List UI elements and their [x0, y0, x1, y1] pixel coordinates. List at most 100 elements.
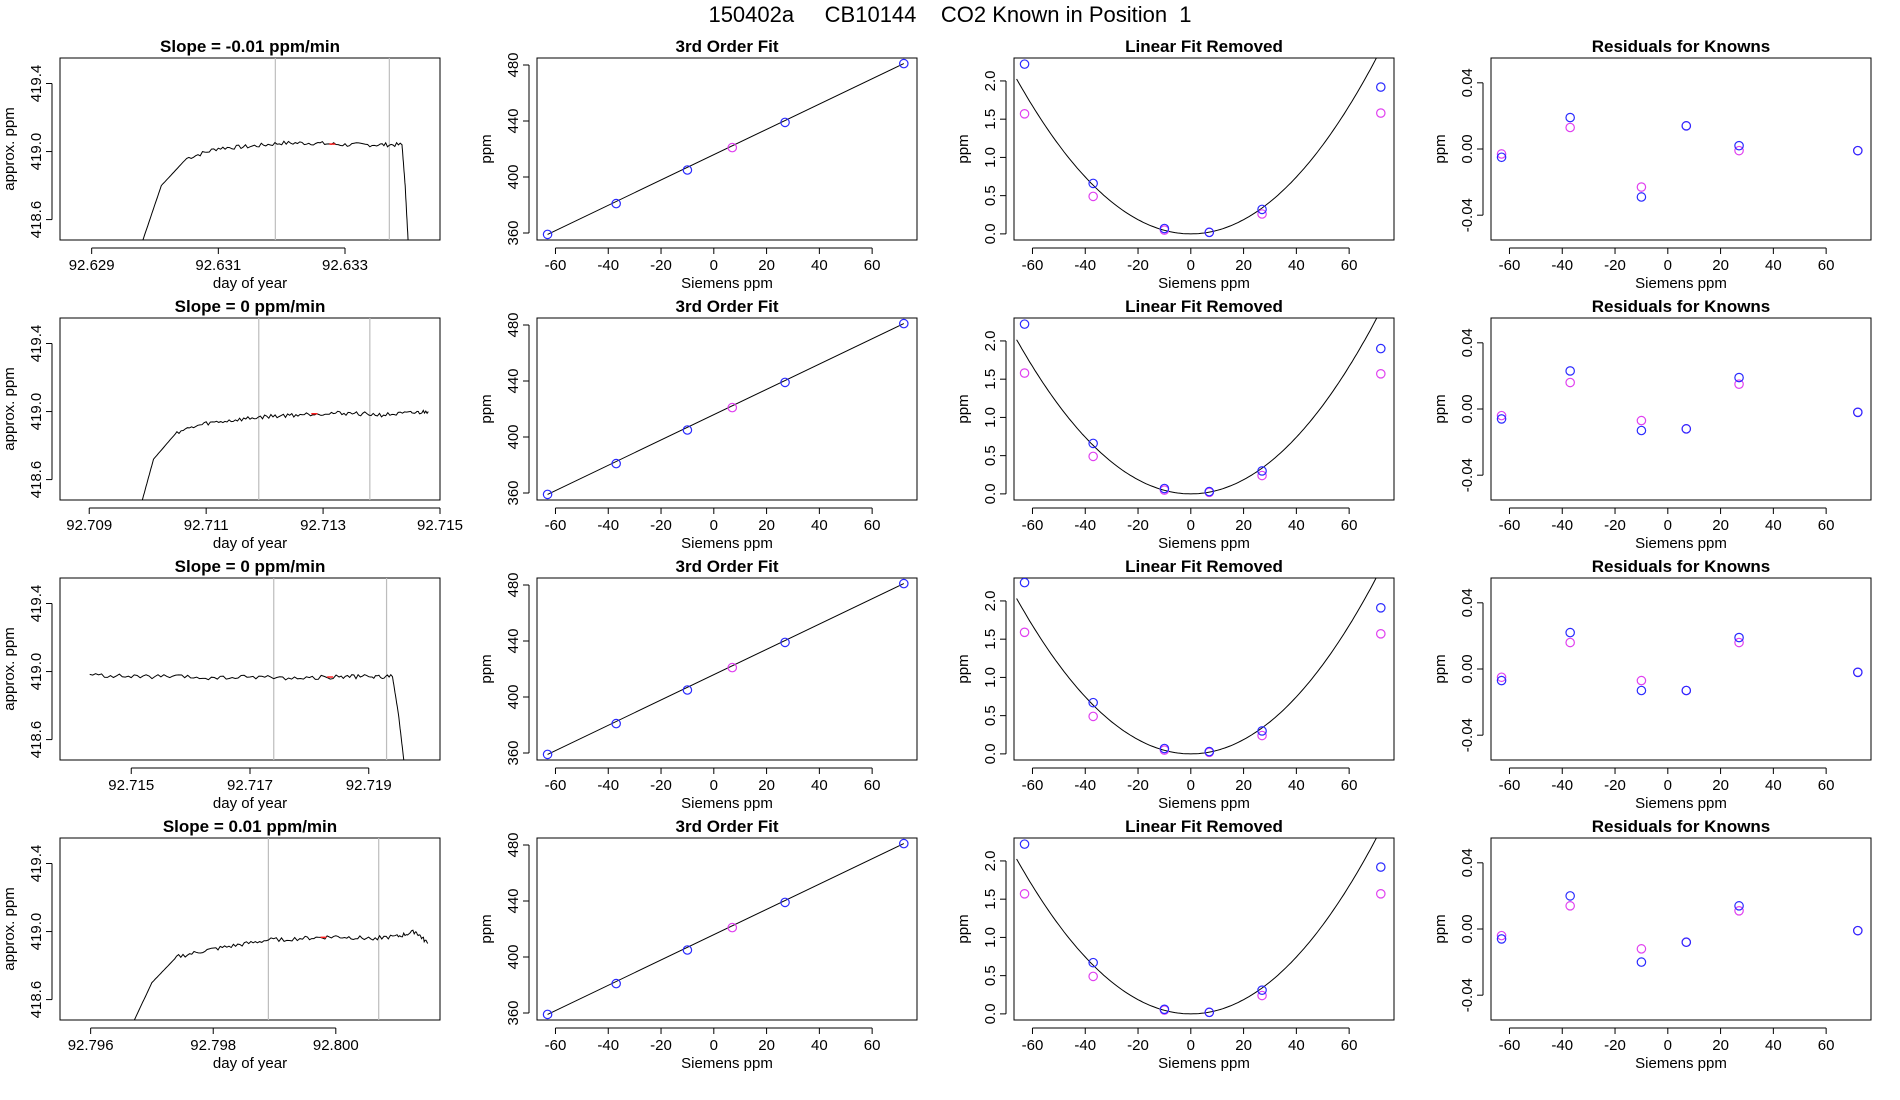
plot-frame	[536, 837, 918, 1021]
x-axis-label: Siemens ppm	[681, 1055, 773, 1072]
panel-title: Slope = 0 ppm/min	[175, 297, 326, 316]
x-tick-label: -40	[1074, 777, 1096, 794]
x-axis-label: Siemens ppm	[1158, 1055, 1250, 1072]
magenta-point	[1496, 410, 1507, 421]
x-tick-label: 60	[1341, 1037, 1358, 1054]
y-tick-label: 419.0	[28, 913, 45, 951]
magenta-point	[1496, 149, 1507, 159]
x-tick-label: 20	[1712, 1037, 1729, 1054]
y-tick-label: 0.04	[1459, 68, 1476, 97]
y-tick-label: 400	[505, 944, 522, 969]
y-tick-label: 418.6	[28, 721, 45, 759]
blue-point	[682, 425, 693, 435]
blue-point	[1204, 227, 1215, 238]
blue-point	[542, 749, 553, 760]
x-tick-label: 92.709	[66, 517, 112, 534]
y-tick-label: 360	[505, 220, 522, 245]
blue-point	[1853, 145, 1863, 156]
plot-frame	[1013, 837, 1395, 1021]
blue-point	[1019, 59, 1030, 69]
y-tick-label: 440	[505, 628, 522, 653]
x-tick-label: 20	[758, 1037, 775, 1054]
plot-frame	[1013, 57, 1395, 241]
x-tick-label: -40	[597, 1037, 619, 1054]
y-tick-label: 400	[505, 164, 522, 189]
blue-point	[1681, 937, 1692, 948]
y-tick-label: 0.00	[1459, 914, 1476, 943]
blue-point	[899, 578, 909, 589]
y-tick-label: 419.4	[28, 845, 45, 883]
plot-frame	[536, 577, 918, 761]
x-tick-label: 0	[1664, 257, 1672, 274]
x-tick-label: 60	[1341, 517, 1358, 534]
y-tick-label: 1.5	[982, 369, 999, 390]
plot-area	[1496, 366, 1863, 436]
x-tick-label: -40	[1074, 517, 1096, 534]
y-tick-label: 0.0	[982, 743, 999, 764]
blue-point	[1565, 891, 1575, 901]
x-tick-label: 60	[1818, 1037, 1835, 1054]
blue-point	[542, 489, 553, 500]
x-tick-label: 0	[1664, 777, 1672, 794]
y-axis: 418.6 419.0 419.4	[28, 325, 53, 498]
y-axis: 418.6 419.0 419.4	[28, 845, 53, 1018]
panel-title: Slope = 0.01 ppm/min	[163, 817, 337, 836]
panel-r3-c1: Slope = 0 ppm/min 92.715 92.717 92.719 day o…	[1, 557, 441, 812]
y-tick-label: 0.04	[1459, 328, 1476, 357]
y-tick-label: -0.04	[1459, 978, 1476, 1012]
y-axis-label: approx. ppm	[1, 627, 18, 710]
x-tick-label: 92.629	[69, 257, 115, 274]
y-axis-label: approx. ppm	[1, 887, 18, 970]
y-axis-label: approx. ppm	[1, 367, 18, 450]
y-tick-label: 419.0	[28, 653, 45, 691]
y-tick-label: 440	[505, 368, 522, 393]
x-tick-label: -20	[1604, 257, 1626, 274]
plot-area	[542, 318, 909, 500]
panel-r2-c2: 3rd Order Fit -60 -40 -20 0 20 40 60 Siemens ppm…	[478, 297, 918, 552]
blue-point	[780, 897, 790, 908]
x-tick-label: 92.713	[300, 517, 346, 534]
y-tick-label: 2.0	[982, 851, 999, 872]
fit-curve	[1016, 838, 1377, 1015]
plot-area	[1016, 318, 1386, 498]
y-tick-label: 0.00	[1459, 654, 1476, 683]
blue-point	[1565, 366, 1575, 376]
x-axis: 92.796 92.798 92.800	[68, 1027, 359, 1054]
panel-title: Slope = -0.01 ppm/min	[160, 37, 340, 56]
y-tick-label: 1.0	[982, 407, 999, 428]
blue-point	[611, 978, 621, 989]
x-axis-label: Siemens ppm	[1635, 535, 1727, 552]
blue-point	[899, 58, 909, 69]
y-tick-label: 419.4	[28, 65, 45, 103]
x-tick-label: 0	[1187, 517, 1195, 534]
y-tick-label: 1.0	[982, 927, 999, 948]
panel-r4-c4: Residuals for Knowns -60 -40 -20 0 20 40 60 Siem…	[1432, 817, 1872, 1072]
y-axis-label: ppm	[478, 654, 495, 683]
blue-point	[1159, 1004, 1170, 1015]
x-tick-label: -20	[650, 1037, 672, 1054]
x-tick-label: -40	[597, 257, 619, 274]
x-tick-label: -60	[1499, 517, 1521, 534]
plot-area	[1496, 891, 1863, 967]
co2-trace-line	[89, 673, 405, 760]
x-tick-label: -60	[1022, 257, 1044, 274]
y-axis-label: ppm	[478, 394, 495, 423]
blue-point	[1204, 486, 1215, 497]
x-tick-label: -20	[650, 257, 672, 274]
y-tick-label: -0.04	[1459, 458, 1476, 492]
magenta-point	[727, 662, 738, 673]
y-axis: 360 400 440 480	[505, 312, 530, 506]
x-axis-label: Siemens ppm	[681, 535, 773, 552]
plot-area	[133, 838, 429, 1020]
plot-area	[142, 58, 409, 240]
y-tick-label: 0.04	[1459, 588, 1476, 617]
x-axis: 92.629 92.631 92.633	[69, 247, 368, 274]
blue-point	[1734, 372, 1744, 383]
blue-point	[1681, 424, 1692, 434]
x-tick-label: 60	[1341, 257, 1358, 274]
blue-point	[1376, 603, 1386, 613]
y-tick-label: 0.00	[1459, 394, 1476, 423]
magenta-point	[1088, 451, 1098, 462]
blue-point	[1565, 112, 1575, 123]
